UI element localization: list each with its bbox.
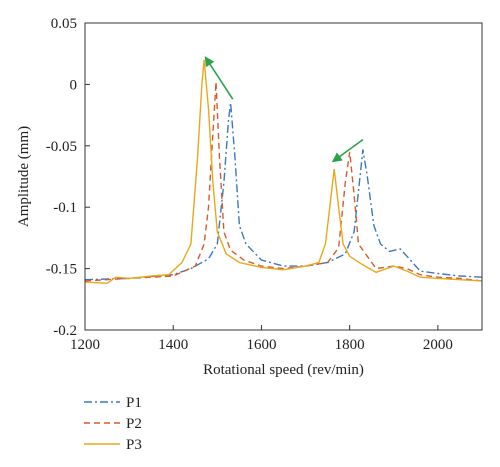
x-tick-label: 1400 xyxy=(158,337,188,353)
y-tick-label: -0.05 xyxy=(46,139,77,155)
peak-shift-arrow xyxy=(204,56,234,100)
series-line-p1 xyxy=(85,102,482,281)
legend-label-p2: P2 xyxy=(126,416,142,432)
x-axis-label: Rotational speed (rev/min) xyxy=(203,362,364,378)
y-axis-ticks: -0.2 -0.15 -0.1 -0.05 0 0.05 xyxy=(46,16,90,339)
x-tick-label: 1600 xyxy=(246,337,276,353)
y-tick-label: -0.15 xyxy=(46,262,77,278)
series-line-p3 xyxy=(85,59,482,285)
y-tick-label: -0.1 xyxy=(53,200,77,216)
legend-label-p1: P1 xyxy=(126,395,142,411)
y-tick-label: -0.2 xyxy=(53,323,77,339)
y-tick-label: 0 xyxy=(70,77,78,93)
plot-frame xyxy=(84,22,483,331)
x-tick-label: 1200 xyxy=(70,337,100,353)
legend: P1 P2 P3 xyxy=(84,395,142,453)
x-axis-ticks: 1200 1400 1600 1800 2000 xyxy=(70,325,453,353)
legend-label-p3: P3 xyxy=(126,437,142,453)
y-axis-label: Amplitude (mm) xyxy=(16,126,32,227)
x-tick-label: 1800 xyxy=(335,337,365,353)
y-tick-label: 0.05 xyxy=(51,16,77,32)
series-line-p2 xyxy=(85,81,482,282)
annotation-layer xyxy=(204,56,364,163)
x-tick-label: 2000 xyxy=(423,337,453,353)
series-layer xyxy=(85,59,482,285)
peak-shift-arrow xyxy=(331,139,364,163)
